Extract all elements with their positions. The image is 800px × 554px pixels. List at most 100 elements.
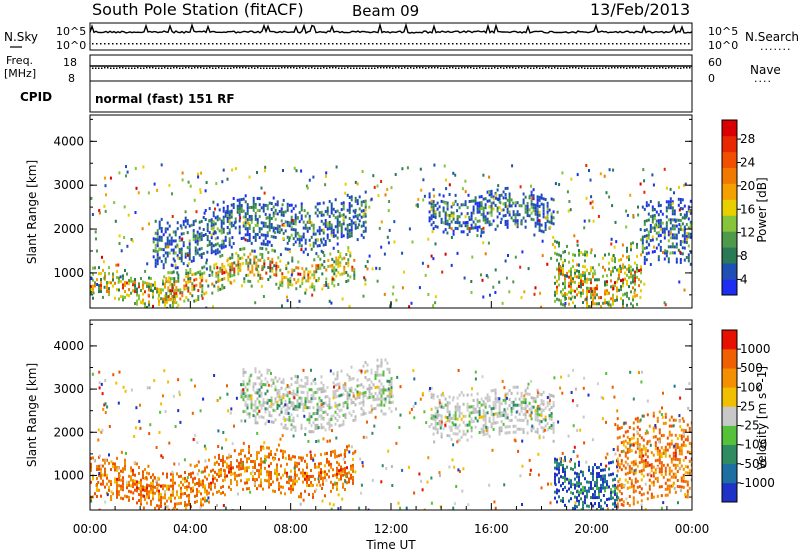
data-cell: [340, 226, 343, 230]
data-cell: [456, 203, 459, 207]
data-cell: [166, 484, 168, 488]
nave-point: [287, 67, 289, 69]
data-cell: [554, 472, 556, 476]
data-cell: [184, 216, 187, 220]
data-cell: [194, 464, 196, 468]
data-cell: [248, 376, 251, 380]
data-cell: [142, 494, 144, 498]
data-cell: [382, 412, 385, 416]
data-cell: [292, 482, 294, 486]
data-cell: [649, 239, 652, 242]
data-cell: [125, 174, 127, 178]
data-cell: [665, 200, 668, 204]
data-cell: [342, 219, 345, 223]
nave-point: [425, 67, 427, 69]
data-cell: [679, 250, 682, 254]
data-cell: [606, 504, 608, 507]
data-cell: [323, 254, 326, 257]
data-cell: [248, 175, 251, 179]
data-cell: [286, 418, 289, 422]
data-cell: [294, 476, 296, 480]
data-cell: [198, 238, 201, 242]
data-cell: [689, 220, 692, 224]
data-cell: [240, 237, 243, 240]
data-cell: [117, 280, 120, 284]
data-cell: [208, 482, 210, 486]
data-cell: [169, 271, 172, 275]
data-cell: [356, 384, 359, 388]
data-cell: [362, 385, 365, 389]
data-cell: [582, 500, 584, 504]
data-cell: [679, 258, 682, 261]
data-cell: [438, 211, 441, 215]
data-cell: [482, 197, 485, 201]
nave-point: [248, 67, 250, 69]
data-cell: [326, 395, 329, 398]
data-cell: [474, 407, 477, 411]
data-cell: [328, 221, 331, 224]
data-cell: [286, 205, 289, 209]
data-cell: [645, 201, 648, 205]
nave-point: [380, 67, 382, 69]
data-cell: [628, 297, 630, 301]
data-cell: [311, 273, 314, 277]
data-cell: [512, 406, 515, 410]
data-cell: [334, 449, 336, 453]
data-cell: [92, 291, 95, 295]
data-cell: [689, 211, 692, 215]
data-cell: [298, 299, 301, 303]
data-cell: [494, 203, 497, 207]
data-cell: [428, 195, 431, 199]
data-cell: [296, 408, 299, 412]
data-cell: [679, 213, 682, 216]
data-cell: [498, 414, 501, 418]
data-cell: [164, 260, 167, 264]
velocity-cells: [90, 358, 692, 510]
data-cell: [208, 273, 211, 277]
data-cell: [276, 224, 279, 228]
data-cell: [306, 211, 309, 215]
data-cell: [362, 409, 365, 413]
data-cell: [292, 243, 295, 247]
data-cell: [344, 449, 346, 452]
data-cell: [321, 263, 324, 267]
y-tick-label: 1000: [53, 266, 84, 280]
data-cell: [582, 271, 584, 274]
data-cell: [336, 395, 339, 398]
data-cell: [192, 259, 195, 263]
data-cell: [294, 404, 297, 408]
data-cell: [270, 474, 272, 477]
nsearch-point: [124, 43, 126, 45]
data-cell: [238, 198, 241, 202]
data-cell: [324, 243, 327, 246]
nsearch-point: [320, 43, 322, 45]
data-cell: [685, 223, 688, 226]
data-cell: [464, 423, 467, 427]
data-cell: [341, 272, 344, 276]
data-cell: [105, 193, 107, 197]
data-cell: [346, 475, 348, 479]
data-cell: [233, 273, 236, 277]
data-cell: [310, 382, 313, 386]
data-cell: [588, 290, 590, 293]
data-cell: [677, 197, 680, 201]
data-cell: [210, 236, 213, 240]
data-cell: [180, 253, 183, 257]
nave-point: [494, 67, 496, 69]
data-cell: [327, 286, 330, 289]
data-cell: [540, 408, 543, 412]
data-cell: [178, 484, 180, 488]
data-cell: [320, 219, 323, 223]
data-cell: [375, 266, 378, 270]
nsearch-point: [292, 43, 294, 45]
data-cell: [248, 382, 251, 386]
data-cell: [268, 470, 270, 474]
data-cell: [270, 384, 273, 388]
data-cell: [502, 422, 505, 426]
data-cell: [282, 455, 284, 459]
data-cell: [378, 388, 381, 392]
data-cell: [606, 283, 608, 287]
data-cell: [502, 413, 505, 417]
data-cell: [342, 392, 345, 396]
data-cell: [212, 200, 215, 204]
